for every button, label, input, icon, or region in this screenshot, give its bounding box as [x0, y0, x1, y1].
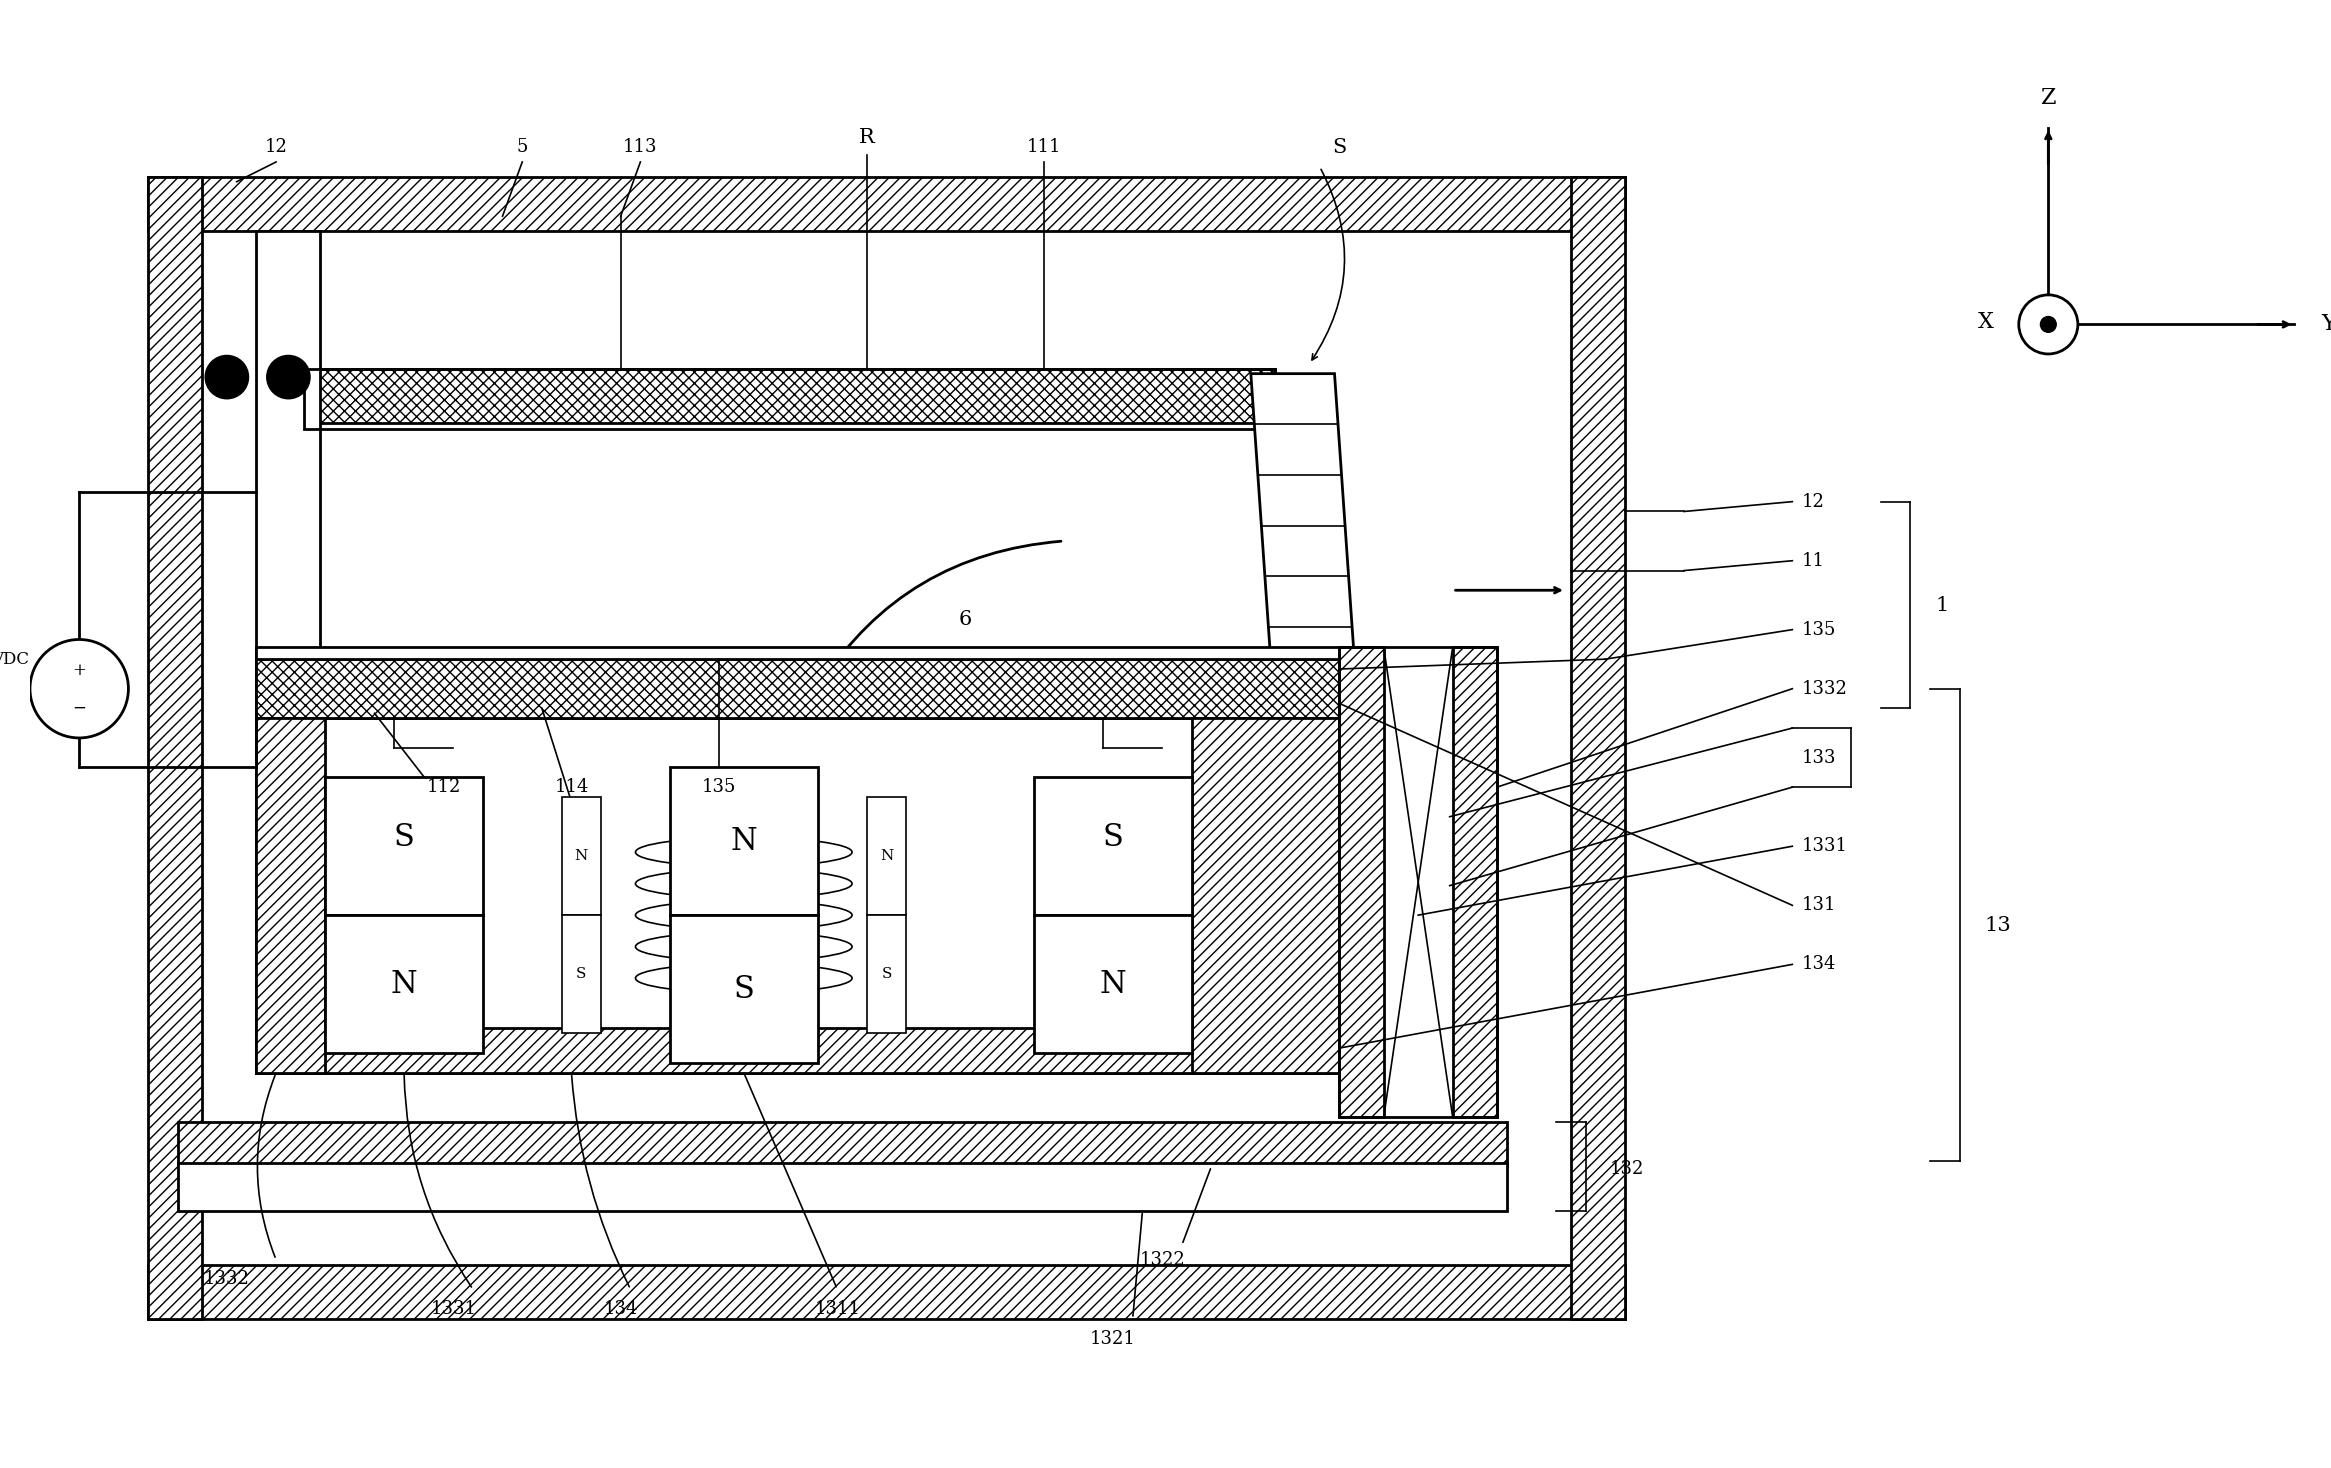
- Bar: [303, 368, 1275, 429]
- Text: 1332: 1332: [1802, 680, 1848, 697]
- Bar: [562, 797, 601, 915]
- Text: 12: 12: [1802, 493, 1825, 511]
- Text: 132: 132: [1611, 1160, 1646, 1177]
- Text: 5: 5: [517, 138, 527, 156]
- Text: S: S: [576, 967, 587, 981]
- Text: N: N: [392, 969, 417, 1000]
- Bar: [256, 647, 1340, 659]
- Text: S: S: [881, 967, 893, 981]
- Bar: [867, 797, 907, 915]
- Bar: [256, 659, 1340, 718]
- Text: 111: 111: [1028, 138, 1061, 156]
- Text: X: X: [1979, 311, 1993, 333]
- Text: Y: Y: [2322, 314, 2331, 335]
- Text: 1: 1: [1935, 596, 1949, 615]
- Bar: [326, 778, 483, 915]
- Text: S: S: [394, 822, 415, 853]
- Circle shape: [30, 640, 128, 738]
- Bar: [310, 230, 317, 368]
- Bar: [1035, 915, 1191, 1053]
- Bar: [1035, 778, 1191, 915]
- Polygon shape: [1252, 374, 1359, 728]
- Text: 133: 133: [1802, 749, 1837, 766]
- Bar: [1571, 176, 1625, 1318]
- Bar: [867, 915, 907, 1033]
- Bar: [1340, 647, 1385, 1117]
- Bar: [1191, 718, 1340, 1073]
- Bar: [203, 230, 1571, 1264]
- Bar: [310, 368, 1275, 423]
- Text: 1322: 1322: [1140, 1251, 1184, 1268]
- Text: S: S: [1103, 822, 1124, 853]
- Text: 1332: 1332: [203, 1270, 249, 1289]
- Text: +: +: [72, 662, 86, 680]
- Text: 112: 112: [427, 778, 462, 796]
- Text: 13: 13: [1984, 916, 2012, 935]
- Text: R: R: [858, 128, 874, 147]
- Text: 1331: 1331: [1802, 837, 1848, 856]
- Text: 135: 135: [702, 778, 737, 796]
- Bar: [1340, 647, 1497, 1117]
- Text: N: N: [879, 849, 893, 863]
- Text: 1321: 1321: [1091, 1330, 1135, 1348]
- Text: 134: 134: [1802, 956, 1837, 973]
- Bar: [256, 718, 326, 1073]
- Bar: [669, 915, 818, 1063]
- Circle shape: [205, 355, 249, 399]
- Text: N: N: [576, 849, 587, 863]
- Text: 1331: 1331: [431, 1301, 476, 1318]
- Circle shape: [266, 355, 310, 399]
- Bar: [149, 176, 1625, 230]
- Bar: [177, 1163, 1506, 1211]
- Bar: [256, 718, 1340, 1073]
- Text: 131: 131: [1802, 897, 1837, 915]
- Text: 11: 11: [1802, 552, 1825, 570]
- Bar: [326, 915, 483, 1053]
- Text: 1311: 1311: [814, 1301, 860, 1318]
- Bar: [562, 915, 601, 1033]
- Bar: [149, 1264, 1625, 1318]
- Text: N: N: [730, 826, 758, 857]
- Text: −: −: [72, 700, 86, 716]
- Bar: [256, 230, 319, 718]
- Text: N: N: [1100, 969, 1126, 1000]
- Circle shape: [2019, 295, 2077, 354]
- Text: 114: 114: [555, 778, 590, 796]
- Bar: [1452, 647, 1497, 1117]
- Text: 135: 135: [1802, 621, 1837, 639]
- Text: VDC: VDC: [0, 650, 30, 668]
- Text: 113: 113: [622, 138, 657, 156]
- Text: S: S: [1333, 138, 1347, 157]
- Text: S: S: [734, 973, 755, 1004]
- Bar: [256, 1029, 1340, 1073]
- Text: Z: Z: [2040, 87, 2056, 109]
- Bar: [149, 176, 203, 1318]
- Bar: [669, 768, 818, 915]
- Text: 6: 6: [958, 611, 972, 630]
- Text: 12: 12: [266, 138, 287, 156]
- Text: 134: 134: [604, 1301, 639, 1318]
- Circle shape: [2040, 317, 2056, 332]
- Bar: [177, 1122, 1506, 1166]
